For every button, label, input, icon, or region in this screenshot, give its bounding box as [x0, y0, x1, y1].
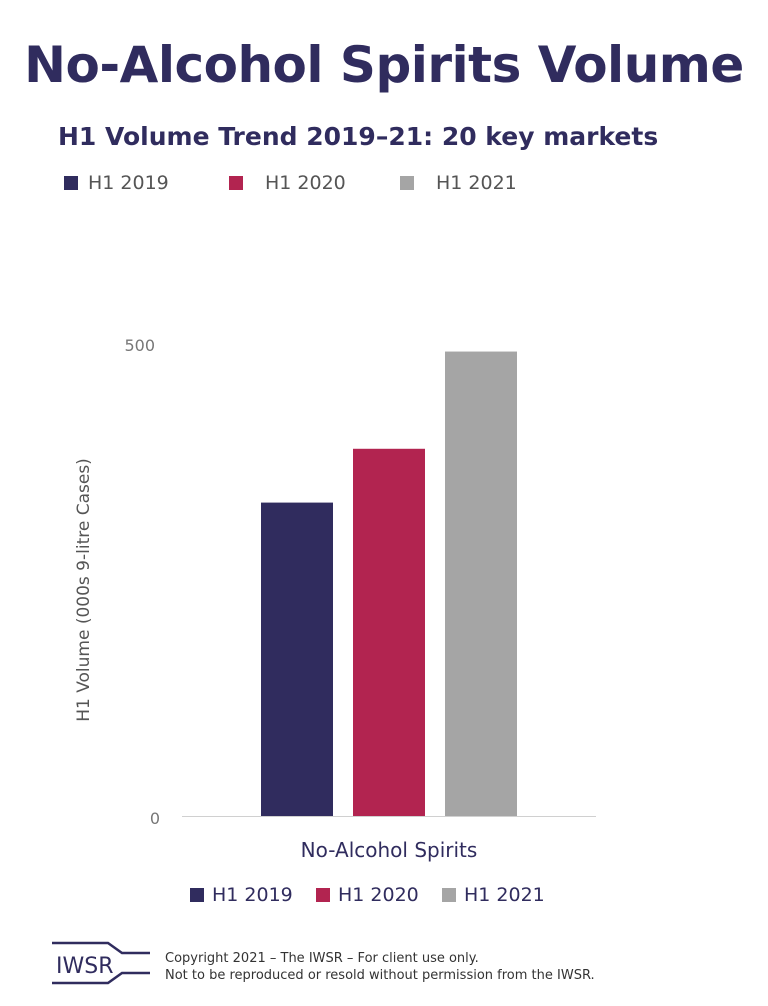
legend-swatch: [400, 176, 414, 190]
bar-h1-2020: [353, 448, 425, 816]
y-tick-label-500: 500: [124, 336, 155, 355]
x-category-label: No-Alcohol Spirits: [301, 838, 478, 862]
legend-item-h1-2020: H1 2020: [316, 884, 419, 906]
y-tick-label-0: 0: [150, 809, 160, 828]
legend-label: H1 2021: [464, 884, 545, 906]
legend-label: H1 2019: [88, 172, 169, 194]
legend-label: H1 2020: [265, 172, 346, 194]
legend-swatch: [316, 888, 330, 902]
legend-swatch: [229, 176, 243, 190]
bar-h1-2019: [261, 502, 333, 816]
iwsr-logo: IWSR: [52, 941, 150, 985]
legend-item-h1-2020: H1 2020: [229, 172, 346, 194]
bar-h1-2021: [445, 351, 517, 816]
legend-label: H1 2021: [436, 172, 517, 194]
legend-swatch: [64, 176, 78, 190]
legend-item-h1-2021: H1 2021: [400, 172, 517, 194]
svg-text:IWSR: IWSR: [56, 954, 114, 979]
legend-item-h1-2019: H1 2019: [190, 884, 293, 906]
legend-swatch: [442, 888, 456, 902]
legend-label: H1 2020: [338, 884, 419, 906]
copyright-line: Copyright 2021 – The IWSR – For client u…: [165, 951, 479, 966]
y-axis-label: H1 Volume (000s 9-litre Cases): [74, 458, 94, 722]
legend-item-h1-2021: H1 2021: [442, 884, 545, 906]
legend-label: H1 2019: [212, 884, 293, 906]
legend-item-h1-2019: H1 2019: [64, 172, 169, 194]
page-title: No-Alcohol Spirits Volume: [24, 36, 744, 94]
copyright-footer: Copyright 2021 – The IWSR – For client u…: [165, 950, 595, 984]
chart-subtitle: H1 Volume Trend 2019–21: 20 key markets: [58, 122, 659, 151]
copyright-notice: Not to be reproduced or resold without p…: [165, 968, 595, 983]
legend-swatch: [190, 888, 204, 902]
